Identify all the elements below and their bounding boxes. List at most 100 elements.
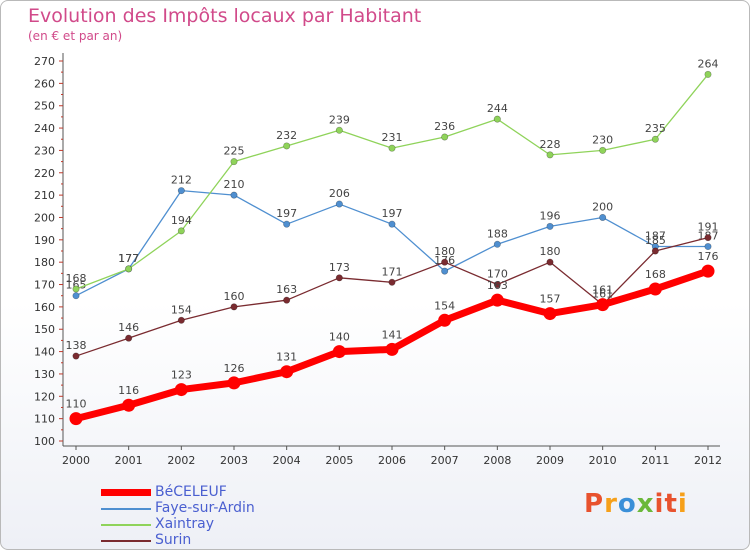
data-point-surin	[72, 352, 80, 360]
data-label-xaintray: 264	[698, 57, 719, 70]
data-point-beceleuf	[69, 412, 83, 426]
data-label-xaintray: 194	[171, 214, 192, 227]
data-label-faye-sur-ardin: 188	[487, 227, 508, 240]
y-tick-label: 240	[34, 122, 55, 135]
data-label-beceleuf: 110	[66, 398, 87, 411]
legend-label-xaintray: Xaintray	[155, 516, 215, 532]
data-point-surin	[651, 247, 659, 255]
y-tick-label: 200	[34, 211, 55, 224]
data-point-xaintray	[599, 146, 607, 154]
data-label-xaintray: 168	[66, 272, 87, 285]
data-label-beceleuf: 157	[540, 293, 561, 306]
y-tick-label: 100	[34, 435, 55, 448]
data-label-faye-sur-ardin: 210	[224, 178, 245, 191]
data-point-beceleuf	[174, 383, 188, 397]
data-label-surin: 185	[645, 234, 666, 247]
data-label-xaintray: 232	[276, 129, 297, 142]
data-label-faye-sur-ardin: 197	[276, 207, 297, 220]
data-point-beceleuf	[596, 298, 610, 312]
data-label-xaintray: 230	[592, 133, 613, 146]
data-point-beceleuf	[280, 365, 294, 379]
legend-label-beceleuf: BéCELEUF	[155, 484, 227, 500]
data-point-beceleuf	[332, 345, 346, 359]
data-point-faye-sur-ardin	[388, 220, 396, 228]
data-point-faye-sur-ardin	[230, 191, 238, 199]
data-point-xaintray	[283, 142, 291, 150]
data-point-surin	[546, 258, 554, 266]
data-label-beceleuf: 140	[329, 331, 350, 344]
x-tick-label: 2000	[62, 454, 90, 467]
data-label-beceleuf: 168	[645, 268, 666, 281]
data-label-surin: 170	[487, 268, 508, 281]
data-point-beceleuf	[122, 398, 136, 412]
data-point-surin	[493, 281, 501, 289]
x-tick-label: 2002	[167, 454, 195, 467]
data-point-beceleuf	[490, 293, 504, 307]
y-tick-label: 160	[34, 301, 55, 314]
x-tick-label: 2005	[325, 454, 353, 467]
x-tick-label: 2004	[273, 454, 301, 467]
data-point-xaintray	[704, 70, 712, 78]
data-label-faye-sur-ardin: 200	[592, 200, 613, 213]
data-point-xaintray	[651, 135, 659, 143]
data-label-beceleuf: 161	[592, 284, 613, 297]
x-tick-label: 2010	[589, 454, 617, 467]
y-tick-label: 120	[34, 390, 55, 403]
data-point-xaintray	[72, 285, 80, 293]
data-label-xaintray: 225	[224, 145, 245, 158]
y-tick-label: 220	[34, 167, 55, 180]
legend-label-faye-sur-ardin: Faye-sur-Ardin	[155, 500, 255, 516]
legend: BéCELEUF Faye-sur-Ardin Xaintray Surin	[101, 484, 361, 549]
data-label-faye-sur-ardin: 197	[382, 207, 403, 220]
data-point-surin	[704, 234, 712, 242]
data-label-xaintray: 177	[118, 252, 139, 265]
y-tick-label: 140	[34, 346, 55, 359]
data-label-faye-sur-ardin: 206	[329, 187, 350, 200]
data-label-surin: 171	[382, 265, 403, 278]
data-point-faye-sur-ardin	[283, 220, 291, 228]
data-label-surin: 161	[592, 288, 613, 301]
data-label-surin: 138	[66, 339, 87, 352]
x-tick-label: 2008	[483, 454, 511, 467]
x-tick-label: 2003	[220, 454, 248, 467]
data-point-surin	[388, 278, 396, 286]
data-point-surin	[177, 316, 185, 324]
x-tick-label: 2001	[115, 454, 143, 467]
data-point-xaintray	[493, 115, 501, 123]
chart-subtitle: (en € et par an)	[28, 29, 123, 43]
data-point-xaintray	[125, 265, 133, 273]
data-label-xaintray: 239	[329, 113, 350, 126]
y-tick-label: 190	[34, 234, 55, 247]
data-label-xaintray: 236	[434, 120, 455, 133]
data-label-faye-sur-ardin: 165	[66, 279, 87, 292]
data-label-beceleuf: 163	[487, 279, 508, 292]
data-label-xaintray: 235	[645, 122, 666, 135]
data-point-xaintray	[335, 126, 343, 134]
data-label-faye-sur-ardin: 187	[645, 230, 666, 243]
data-point-beceleuf	[385, 342, 399, 356]
data-point-faye-sur-ardin	[441, 267, 449, 275]
data-point-beceleuf	[701, 264, 715, 278]
data-label-beceleuf: 126	[224, 362, 245, 375]
chart-title: Evolution des Impôts locaux par Habitant	[28, 5, 422, 27]
legend-item-xaintray: Xaintray	[101, 516, 361, 533]
data-point-xaintray	[177, 227, 185, 235]
data-point-faye-sur-ardin	[546, 222, 554, 230]
data-point-beceleuf	[543, 307, 557, 321]
data-point-xaintray	[230, 158, 238, 166]
data-label-surin: 191	[698, 221, 719, 234]
data-point-faye-sur-ardin	[493, 240, 501, 248]
data-point-beceleuf	[648, 282, 662, 296]
data-label-xaintray: 228	[540, 138, 561, 151]
x-tick-label: 2011	[641, 454, 669, 467]
x-tick-label: 2009	[536, 454, 564, 467]
data-label-surin: 173	[329, 261, 350, 274]
x-tick-label: 2007	[431, 454, 459, 467]
data-point-beceleuf	[227, 376, 241, 390]
data-point-beceleuf	[438, 313, 452, 327]
y-tick-label: 210	[34, 189, 55, 202]
legend-item-surin: Surin	[101, 532, 361, 549]
y-tick-label: 130	[34, 368, 55, 381]
y-tick-label: 180	[34, 256, 55, 269]
